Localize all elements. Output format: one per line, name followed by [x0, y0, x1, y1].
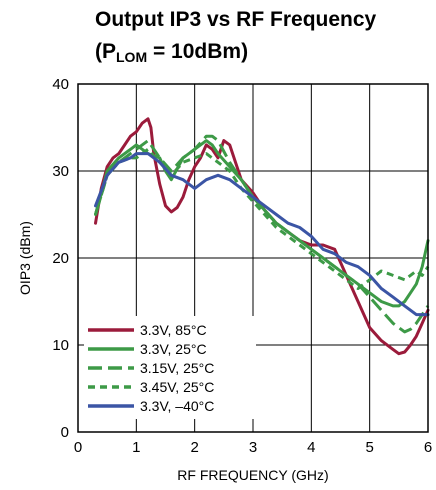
legend: 3.3V, 85°C 3.3V, 25°C 3.15V, 25°C 3.45V, 25…: [84, 316, 256, 419]
chart-title-line2: (PLOM = 10dBm): [95, 40, 248, 69]
x-axis-label: RF FREQUENCY (GHz): [177, 467, 328, 483]
legend-label: 3.3V, –40°C: [140, 398, 214, 414]
legend-label: 3.45V, 25°C: [140, 379, 214, 395]
legend-label: 3.3V, 25°C: [140, 341, 207, 357]
x-tick-label: 5: [365, 439, 373, 456]
y-tick-label: 40: [52, 76, 69, 93]
title-line2-prefix: (P: [95, 40, 116, 63]
y-tick-labels: 0 10 20 30 40: [52, 76, 69, 441]
plot-frame: [77, 83, 429, 433]
x-tick-labels: 0 1 2 3 4 5 6: [74, 439, 432, 456]
x-tick-label: 4: [307, 439, 315, 456]
series-line-3: [94, 147, 430, 290]
y-tick-label: 30: [52, 163, 69, 180]
y-tick-label: 20: [52, 250, 69, 267]
series-line-4: [94, 152, 430, 317]
title-line2-subscript: LOM: [116, 49, 148, 65]
x-tick-label: 1: [132, 439, 140, 456]
series-line-0: [94, 117, 430, 356]
series-line-2: [94, 134, 430, 334]
series-line-1: [94, 139, 430, 308]
x-tick-label: 3: [249, 439, 257, 456]
y-tick-label: 0: [61, 424, 69, 441]
chart-title-line1: Output IP3 vs RF Frequency: [95, 8, 377, 31]
series-lines: [94, 117, 430, 356]
x-tick-label: 0: [74, 439, 82, 456]
y-tick-label: 10: [52, 337, 69, 354]
legend-label: 3.3V, 85°C: [140, 322, 207, 338]
legend-label: 3.15V, 25°C: [140, 360, 214, 376]
y-axis-label: OIP3 (dBm): [17, 221, 33, 295]
title-line2-suffix: = 10dBm): [147, 40, 249, 63]
x-tick-label: 2: [190, 439, 198, 456]
x-tick-label: 6: [424, 439, 432, 456]
